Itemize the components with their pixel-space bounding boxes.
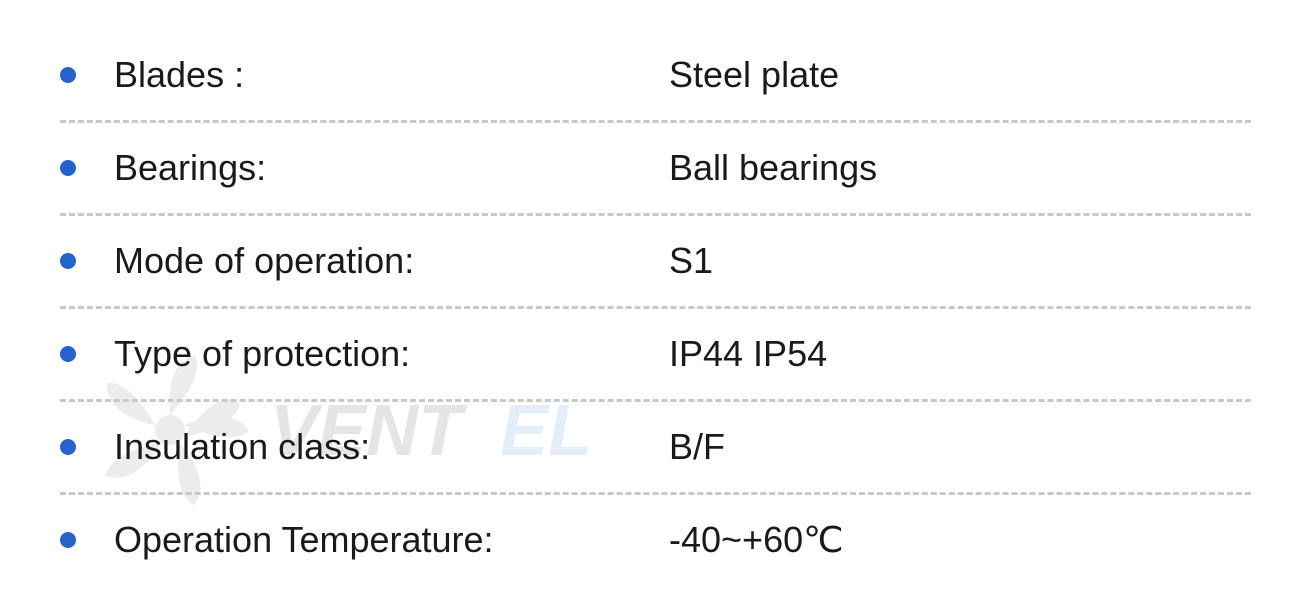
bullet-icon [60,67,76,83]
bullet-icon [60,532,76,548]
spec-label: Blades : [114,54,669,96]
bullet-icon [60,160,76,176]
spec-value: Steel plate [669,54,1251,96]
spec-row: Mode of operation: S1 [60,216,1251,309]
spec-value: Ball bearings [669,147,1251,189]
spec-label: Bearings: [114,147,669,189]
spec-row: Operation Temperature: -40~+60℃ [60,495,1251,585]
spec-row: Insulation class: B/F [60,402,1251,495]
spec-value: S1 [669,240,1251,282]
spec-row: Bearings: Ball bearings [60,123,1251,216]
spec-value: IP44 IP54 [669,333,1251,375]
bullet-icon [60,439,76,455]
spec-label: Mode of operation: [114,240,669,282]
spec-row: Type of protection: IP44 IP54 [60,309,1251,402]
spec-value: B/F [669,426,1251,468]
spec-label: Type of protection: [114,333,669,375]
spec-value: -40~+60℃ [669,519,1251,561]
spec-row: Blades : Steel plate [60,30,1251,123]
spec-label: Operation Temperature: [114,519,669,561]
bullet-icon [60,253,76,269]
specifications-list: Blades : Steel plate Bearings: Ball bear… [60,30,1251,585]
spec-label: Insulation class: [114,426,669,468]
bullet-icon [60,346,76,362]
